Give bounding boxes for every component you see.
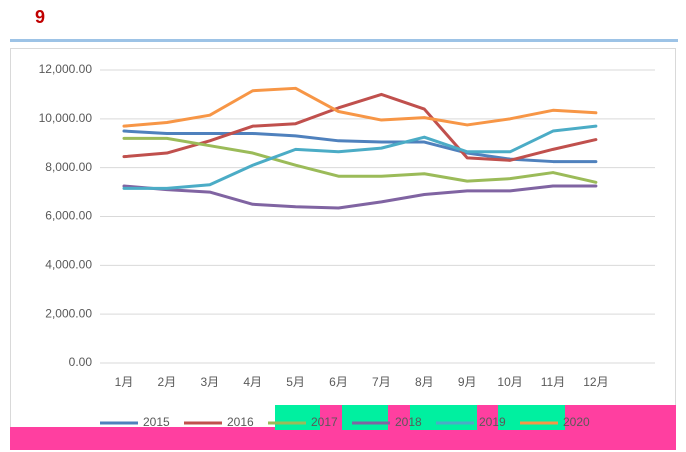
series-line bbox=[122, 92, 598, 162]
x-tick-label: 9月 bbox=[458, 375, 477, 389]
legend-label: 2015 bbox=[143, 415, 170, 429]
y-tick-label: 4,000.00 bbox=[45, 258, 92, 272]
header-rule bbox=[10, 39, 678, 42]
x-tick-label: 3月 bbox=[200, 375, 219, 389]
x-tick-label: 4月 bbox=[243, 375, 262, 389]
y-tick-label: 12,000.00 bbox=[39, 62, 93, 76]
y-tick-label: 2,000.00 bbox=[45, 306, 92, 320]
artifact bbox=[498, 405, 565, 430]
series-line bbox=[122, 124, 598, 190]
y-tick-label: 10,000.00 bbox=[39, 111, 93, 125]
x-tick-label: 8月 bbox=[415, 375, 434, 389]
x-tick-label: 2月 bbox=[158, 375, 177, 389]
chart-frame bbox=[10, 48, 676, 450]
legend-label: 2020 bbox=[563, 415, 590, 429]
x-tick-label: 7月 bbox=[372, 375, 391, 389]
legend-label: 2019 bbox=[479, 415, 506, 429]
x-tick-label: 11月 bbox=[541, 375, 565, 389]
y-tick-label: 0.00 bbox=[69, 355, 93, 369]
series-line bbox=[122, 86, 598, 128]
x-tick-label: 5月 bbox=[286, 375, 305, 389]
legend-label: 2018 bbox=[395, 415, 422, 429]
legend-label: 2016 bbox=[227, 415, 254, 429]
x-tick-label: 1月 bbox=[115, 375, 134, 389]
x-tick-label: 6月 bbox=[329, 375, 348, 389]
x-tick-label: 10月 bbox=[497, 375, 522, 389]
series-line bbox=[122, 136, 598, 184]
artifact bbox=[410, 405, 477, 430]
artifact bbox=[275, 405, 320, 430]
artifact bbox=[342, 405, 388, 430]
badge: 9 bbox=[35, 7, 45, 27]
y-tick-label: 8,000.00 bbox=[45, 160, 92, 174]
x-tick-label: 12月 bbox=[583, 375, 608, 389]
legend-label: 2017 bbox=[311, 415, 338, 429]
artifact bbox=[10, 427, 676, 450]
y-tick-label: 6,000.00 bbox=[45, 209, 92, 223]
series-line bbox=[122, 184, 598, 210]
